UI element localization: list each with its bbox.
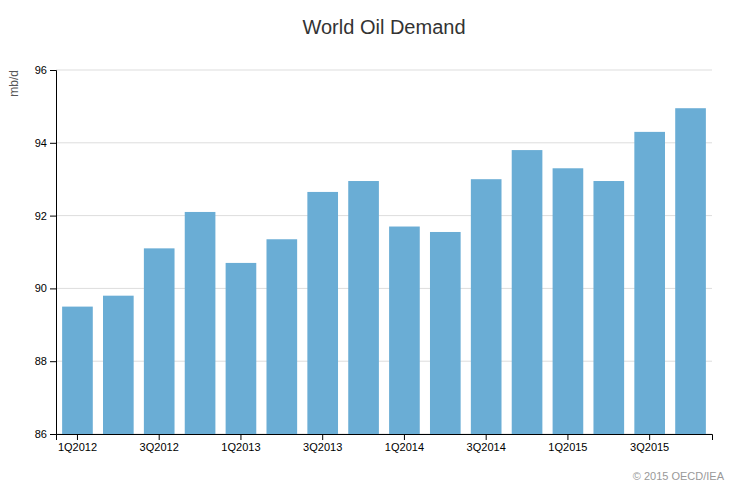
x-tick: 1Q2015 bbox=[548, 434, 587, 453]
y-tick: 88 bbox=[35, 355, 56, 367]
bar bbox=[593, 181, 624, 434]
x-tick-mark bbox=[486, 434, 487, 440]
x-tick-label: 3Q2014 bbox=[467, 441, 506, 453]
x-tick-label: 1Q2013 bbox=[221, 441, 260, 453]
x-tick-label: 1Q2014 bbox=[385, 441, 424, 453]
bar bbox=[675, 108, 706, 434]
y-tick: 96 bbox=[35, 64, 56, 76]
y-tick-mark bbox=[50, 434, 56, 435]
y-tick: 94 bbox=[35, 137, 56, 149]
x-tick-mark bbox=[567, 434, 568, 440]
x-tick-mark bbox=[77, 434, 78, 440]
bar bbox=[103, 296, 134, 434]
y-tick-label: 94 bbox=[35, 137, 47, 149]
y-axis-line bbox=[50, 71, 57, 435]
bar bbox=[266, 239, 297, 434]
x-axis: 1Q2012 3Q2012 1Q2013 3Q2013 1Q2014 3Q2014 1Q20… bbox=[57, 434, 713, 453]
y-tick-mark bbox=[50, 70, 56, 71]
y-tick-mark bbox=[50, 361, 56, 362]
x-tick-mark bbox=[649, 434, 650, 440]
x-tick-label: 1Q2015 bbox=[548, 441, 587, 453]
bar bbox=[553, 168, 584, 434]
chart: 1Q2012 3Q2012 1Q2013 3Q2013 1Q2014 3Q2014 1Q20… bbox=[0, 0, 736, 490]
bar bbox=[389, 227, 420, 434]
x-tick-mark bbox=[322, 434, 323, 440]
bar bbox=[144, 248, 175, 434]
bar bbox=[430, 232, 461, 434]
bar bbox=[348, 181, 379, 434]
y-tick-label: 88 bbox=[35, 355, 47, 367]
bar bbox=[471, 179, 502, 434]
x-axis-line bbox=[57, 435, 713, 441]
grid-line bbox=[56, 70, 712, 71]
bar bbox=[307, 192, 338, 434]
x-tick: 1Q2014 bbox=[385, 434, 424, 453]
y-tick-mark bbox=[50, 216, 56, 217]
y-tick-label: 96 bbox=[35, 64, 47, 76]
bar bbox=[62, 307, 93, 434]
y-tick: 90 bbox=[35, 282, 56, 294]
y-tick-mark bbox=[50, 288, 56, 289]
title: World Oil Demand bbox=[302, 16, 465, 38]
annotation: © 2015 OECD/IEA bbox=[633, 470, 725, 482]
x-tick: 3Q2012 bbox=[140, 434, 179, 453]
x-tick: 1Q2012 bbox=[58, 434, 97, 453]
x-tick-mark bbox=[159, 434, 160, 440]
y-tick-mark bbox=[50, 143, 56, 144]
y-tick: 86 bbox=[35, 428, 56, 440]
y-tick-label: 86 bbox=[35, 428, 47, 440]
x-tick-label: 3Q2013 bbox=[303, 441, 342, 453]
y-tick-label: 90 bbox=[35, 282, 47, 294]
bar bbox=[634, 132, 665, 434]
bar bbox=[185, 212, 216, 434]
x-tick: 3Q2013 bbox=[303, 434, 342, 453]
x-tick: 3Q2014 bbox=[467, 434, 506, 453]
y-axis: 86 88 90 92 94 96 bbox=[35, 64, 57, 440]
x-tick-label: 3Q2015 bbox=[630, 441, 669, 453]
bar bbox=[226, 263, 257, 434]
grid-line bbox=[56, 142, 712, 143]
bars bbox=[62, 108, 706, 434]
y-tick: 92 bbox=[35, 210, 56, 222]
x-tick: 1Q2013 bbox=[221, 434, 260, 453]
x-tick-mark bbox=[240, 434, 241, 440]
grid bbox=[56, 70, 712, 434]
x-tick: 3Q2015 bbox=[630, 434, 669, 453]
bar bbox=[512, 150, 543, 434]
x-tick-mark bbox=[404, 434, 405, 440]
plot: 1Q2012 3Q2012 1Q2013 3Q2013 1Q2014 3Q2014 1Q20… bbox=[35, 64, 713, 453]
x-tick-label: 1Q2012 bbox=[58, 441, 97, 453]
x-tick-label: 3Q2012 bbox=[140, 441, 179, 453]
y-axis-label: mb/d bbox=[7, 70, 21, 97]
y-tick-label: 92 bbox=[35, 210, 47, 222]
